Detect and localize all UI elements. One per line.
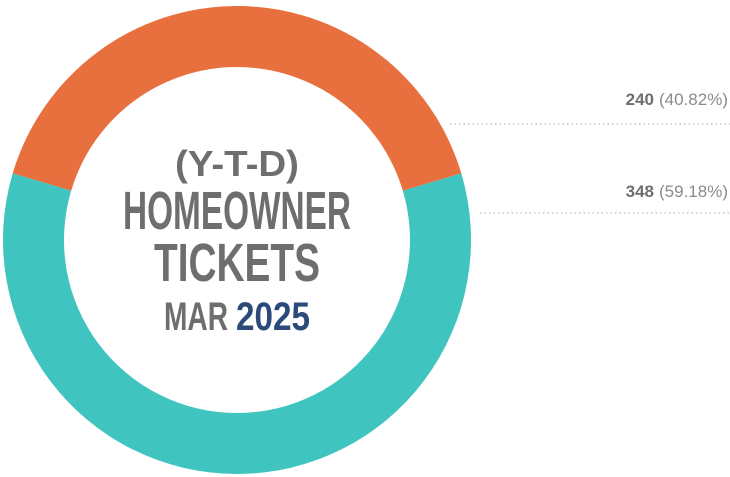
percent-label: (40.82%) <box>659 90 728 109</box>
subtitle-year: 2025 <box>236 295 310 339</box>
donut-slice <box>12 5 462 191</box>
slices <box>3 5 471 475</box>
data-label: 348 (59.18%) <box>626 182 728 201</box>
title-line: HOMEOWNER <box>123 181 351 241</box>
title-line: TICKETS <box>154 233 320 293</box>
data-label: 240 (40.82%) <box>626 90 728 109</box>
title-line: (Y-T-D) <box>175 143 299 184</box>
percent-label: (59.18%) <box>659 182 728 201</box>
value-label: 348 <box>626 182 654 201</box>
subtitle-month: MAR <box>164 295 228 339</box>
value-label: 240 <box>626 90 654 109</box>
donut-slice <box>3 173 471 475</box>
